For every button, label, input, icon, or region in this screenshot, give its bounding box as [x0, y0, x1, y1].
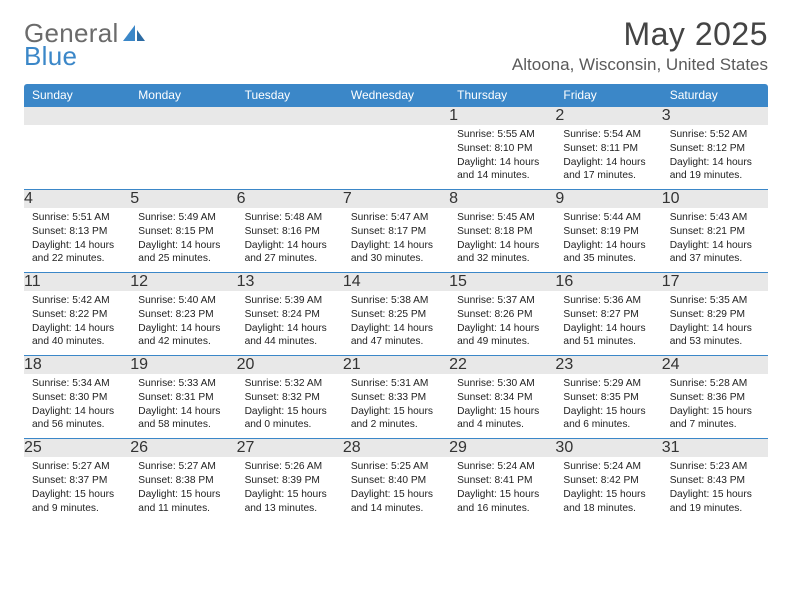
day-number: 23	[555, 356, 661, 374]
week-number-row: 18192021222324	[24, 355, 768, 374]
day-number: 7	[343, 190, 449, 208]
day-number: 24	[662, 356, 768, 374]
weekday-fri: Friday	[555, 84, 661, 107]
day-cell: Sunrise: 5:30 AMSunset: 8:34 PMDaylight:…	[449, 374, 555, 438]
day-cell: Sunrise: 5:44 AMSunset: 8:19 PMDaylight:…	[555, 208, 661, 272]
week-number-row: 25262728293031	[24, 438, 768, 457]
day-number: 17	[662, 273, 768, 291]
day-cell: Sunrise: 5:29 AMSunset: 8:35 PMDaylight:…	[555, 374, 661, 438]
day-number: 12	[130, 273, 236, 291]
day-number: 18	[24, 356, 130, 374]
week-body-row: Sunrise: 5:42 AMSunset: 8:22 PMDaylight:…	[24, 291, 768, 355]
brand-logo: General Blue	[24, 20, 146, 69]
day-cell: Sunrise: 5:31 AMSunset: 8:33 PMDaylight:…	[343, 374, 449, 438]
day-number: 31	[662, 439, 768, 457]
day-cell: Sunrise: 5:38 AMSunset: 8:25 PMDaylight:…	[343, 291, 449, 355]
day-number: 10	[662, 190, 768, 208]
day-cell: Sunrise: 5:26 AMSunset: 8:39 PMDaylight:…	[237, 457, 343, 521]
day-cell	[24, 125, 130, 189]
calendar-page: General Blue May 2025 Altoona, Wisconsin…	[0, 0, 792, 612]
day-cell: Sunrise: 5:24 AMSunset: 8:41 PMDaylight:…	[449, 457, 555, 521]
weekday-header: Sunday Monday Tuesday Wednesday Thursday…	[24, 84, 768, 107]
day-number: 11	[24, 273, 130, 291]
day-cell: Sunrise: 5:36 AMSunset: 8:27 PMDaylight:…	[555, 291, 661, 355]
day-number: 25	[24, 439, 130, 457]
day-cell: Sunrise: 5:45 AMSunset: 8:18 PMDaylight:…	[449, 208, 555, 272]
day-cell: Sunrise: 5:27 AMSunset: 8:37 PMDaylight:…	[24, 457, 130, 521]
day-number: 14	[343, 273, 449, 291]
day-cell	[237, 125, 343, 189]
day-cell: Sunrise: 5:33 AMSunset: 8:31 PMDaylight:…	[130, 374, 236, 438]
day-number: 20	[237, 356, 343, 374]
day-cell	[343, 125, 449, 189]
weekday-wed: Wednesday	[343, 84, 449, 107]
day-number: 3	[662, 107, 768, 125]
day-number: 30	[555, 439, 661, 457]
day-number	[343, 107, 449, 125]
day-number: 21	[343, 356, 449, 374]
day-cell: Sunrise: 5:40 AMSunset: 8:23 PMDaylight:…	[130, 291, 236, 355]
day-number: 5	[130, 190, 236, 208]
day-number: 8	[449, 190, 555, 208]
week-body-row: Sunrise: 5:27 AMSunset: 8:37 PMDaylight:…	[24, 457, 768, 521]
week-body-row: Sunrise: 5:34 AMSunset: 8:30 PMDaylight:…	[24, 374, 768, 438]
day-number: 26	[130, 439, 236, 457]
week-number-row: 123	[24, 107, 768, 125]
day-cell: Sunrise: 5:52 AMSunset: 8:12 PMDaylight:…	[662, 125, 768, 189]
day-cell: Sunrise: 5:49 AMSunset: 8:15 PMDaylight:…	[130, 208, 236, 272]
day-number: 2	[555, 107, 661, 125]
weekday-thu: Thursday	[449, 84, 555, 107]
day-number: 16	[555, 273, 661, 291]
page-location: Altoona, Wisconsin, United States	[512, 55, 768, 75]
top-bar: General Blue May 2025 Altoona, Wisconsin…	[24, 14, 768, 70]
day-number: 27	[237, 439, 343, 457]
day-cell: Sunrise: 5:54 AMSunset: 8:11 PMDaylight:…	[555, 125, 661, 189]
page-title: May 2025	[512, 16, 768, 53]
weekday-sun: Sunday	[24, 84, 130, 107]
day-cell	[130, 125, 236, 189]
week-body-row: Sunrise: 5:51 AMSunset: 8:13 PMDaylight:…	[24, 208, 768, 272]
day-number	[130, 107, 236, 125]
day-number: 22	[449, 356, 555, 374]
day-number: 29	[449, 439, 555, 457]
day-cell: Sunrise: 5:35 AMSunset: 8:29 PMDaylight:…	[662, 291, 768, 355]
day-number: 4	[24, 190, 130, 208]
title-block: May 2025 Altoona, Wisconsin, United Stat…	[512, 16, 768, 75]
weekday-mon: Monday	[130, 84, 236, 107]
week-body-row: Sunrise: 5:55 AMSunset: 8:10 PMDaylight:…	[24, 125, 768, 189]
day-cell: Sunrise: 5:42 AMSunset: 8:22 PMDaylight:…	[24, 291, 130, 355]
day-cell: Sunrise: 5:48 AMSunset: 8:16 PMDaylight:…	[237, 208, 343, 272]
day-cell: Sunrise: 5:24 AMSunset: 8:42 PMDaylight:…	[555, 457, 661, 521]
day-cell: Sunrise: 5:27 AMSunset: 8:38 PMDaylight:…	[130, 457, 236, 521]
day-number: 28	[343, 439, 449, 457]
week-number-row: 11121314151617	[24, 272, 768, 291]
day-cell: Sunrise: 5:23 AMSunset: 8:43 PMDaylight:…	[662, 457, 768, 521]
logo-text: General Blue	[24, 20, 146, 69]
day-cell: Sunrise: 5:39 AMSunset: 8:24 PMDaylight:…	[237, 291, 343, 355]
day-number: 1	[449, 107, 555, 125]
calendar-body: 123 Sunrise: 5:55 AMSunset: 8:10 PMDayli…	[24, 107, 768, 521]
day-number: 9	[555, 190, 661, 208]
day-cell: Sunrise: 5:28 AMSunset: 8:36 PMDaylight:…	[662, 374, 768, 438]
weekday-sat: Saturday	[662, 84, 768, 107]
day-cell: Sunrise: 5:25 AMSunset: 8:40 PMDaylight:…	[343, 457, 449, 521]
day-number	[24, 107, 130, 125]
sail-icon	[122, 24, 146, 42]
day-number: 19	[130, 356, 236, 374]
day-number	[237, 107, 343, 125]
day-number: 15	[449, 273, 555, 291]
day-cell: Sunrise: 5:32 AMSunset: 8:32 PMDaylight:…	[237, 374, 343, 438]
day-cell: Sunrise: 5:37 AMSunset: 8:26 PMDaylight:…	[449, 291, 555, 355]
week-number-row: 45678910	[24, 189, 768, 208]
day-cell: Sunrise: 5:55 AMSunset: 8:10 PMDaylight:…	[449, 125, 555, 189]
day-number: 6	[237, 190, 343, 208]
day-number: 13	[237, 273, 343, 291]
day-cell: Sunrise: 5:43 AMSunset: 8:21 PMDaylight:…	[662, 208, 768, 272]
day-cell: Sunrise: 5:51 AMSunset: 8:13 PMDaylight:…	[24, 208, 130, 272]
day-cell: Sunrise: 5:34 AMSunset: 8:30 PMDaylight:…	[24, 374, 130, 438]
weekday-tue: Tuesday	[237, 84, 343, 107]
day-cell: Sunrise: 5:47 AMSunset: 8:17 PMDaylight:…	[343, 208, 449, 272]
